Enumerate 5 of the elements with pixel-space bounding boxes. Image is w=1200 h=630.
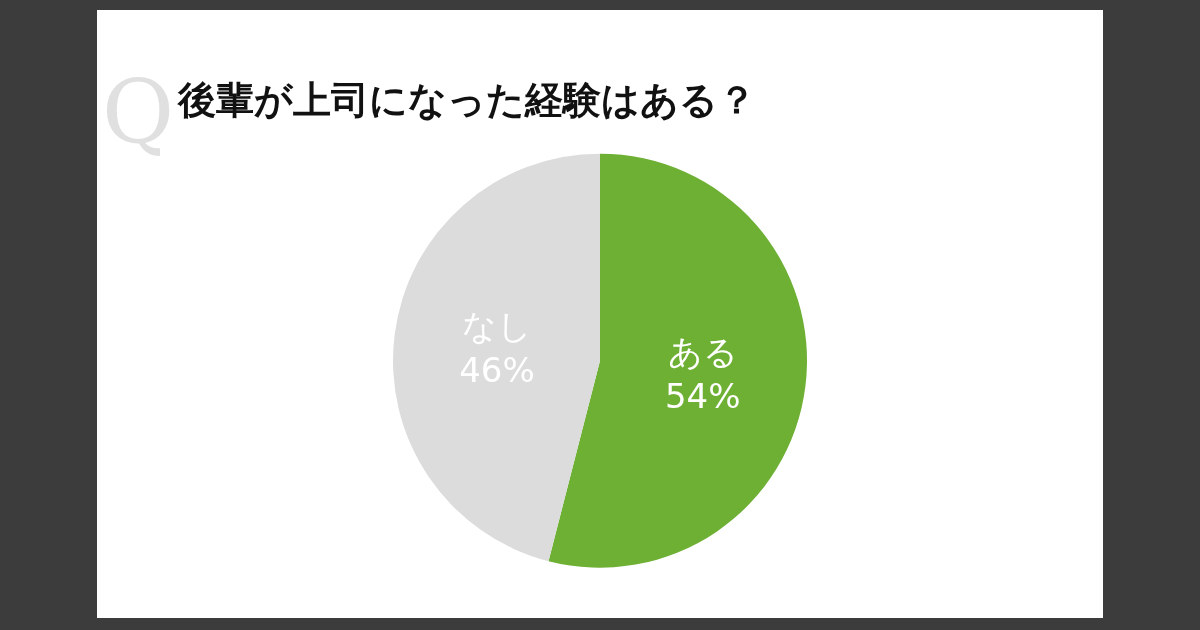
slice-label: ある bbox=[667, 331, 738, 372]
pie-slice bbox=[548, 153, 807, 568]
chart-title: 後輩が上司になった経験はある？ bbox=[177, 78, 756, 123]
pie-slice bbox=[393, 153, 600, 562]
data-label: 54% bbox=[664, 375, 741, 416]
